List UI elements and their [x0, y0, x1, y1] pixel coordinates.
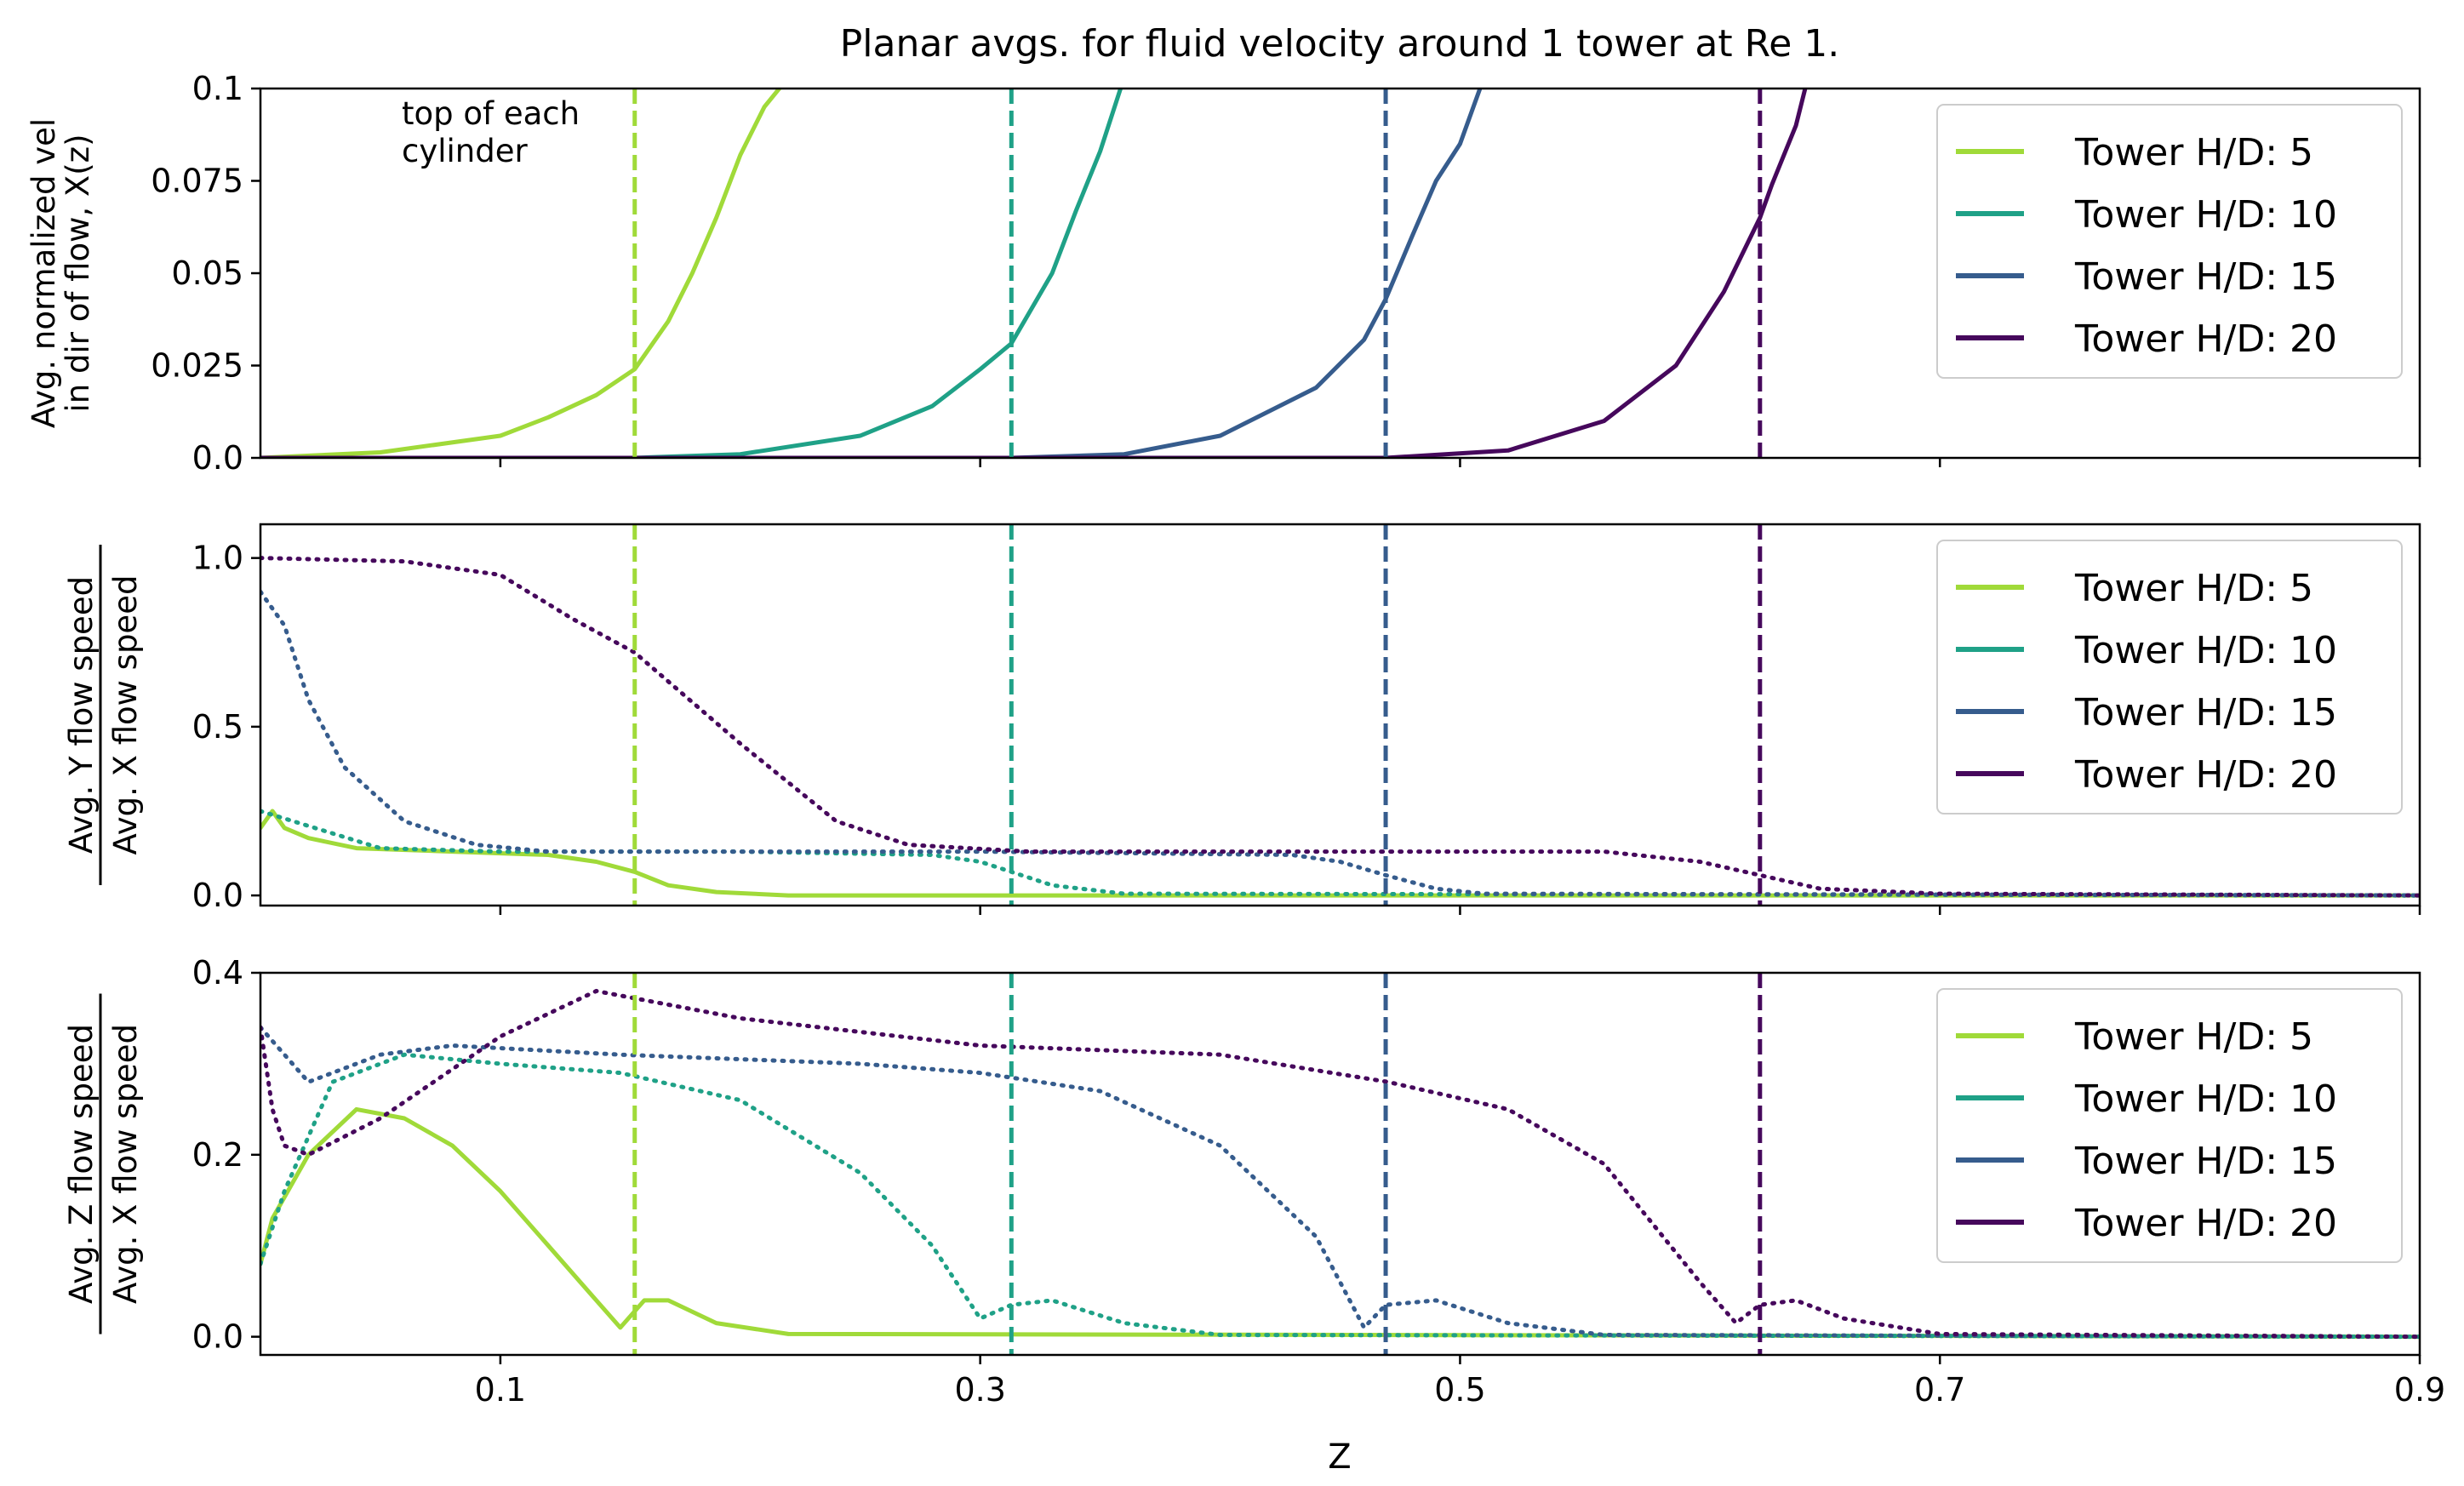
- legend-label: Tower H/D: 15: [2074, 1140, 2337, 1183]
- legend-box: [1936, 988, 2403, 1263]
- series-line-hd-20: [260, 556, 2420, 898]
- legend-label: Tower H/D: 10: [2074, 193, 2337, 237]
- legend-box: [1936, 104, 2403, 379]
- axes-frame: [259, 523, 2421, 907]
- y-tick-label: 0.075: [151, 163, 243, 200]
- y-tick-label: 0.05: [171, 254, 243, 292]
- legend-label: Tower H/D: 10: [2074, 629, 2337, 672]
- y-label-numerator: Avg. Z flow speed: [63, 1024, 100, 1304]
- annotation-top-of-cylinder: top of each cylinder: [402, 95, 580, 169]
- chart-title: Planar avgs. for fluid velocity around 1…: [840, 22, 1839, 66]
- y-tick-label: 0.5: [192, 708, 243, 746]
- y-tick-label: 0.1: [192, 70, 243, 107]
- series-line-hd-20: [260, 988, 2420, 1340]
- legend-label: Tower H/D: 5: [2074, 567, 2313, 610]
- series-line-hd-15: [260, 89, 1483, 458]
- series-line-hd-10: [260, 1052, 2420, 1340]
- series-line-hd-5: [260, 1106, 2420, 1340]
- legend-label: Tower H/D: 20: [2074, 317, 2337, 361]
- x-tick-label: 0.3: [954, 1371, 1005, 1409]
- panel-x-velocity: 0.0 0.025 0.05 0.075 0.1 Avg. normalized veli…: [26, 70, 2421, 477]
- y-tick-label: 0.4: [192, 954, 243, 992]
- y-tick-label: 0.2: [192, 1136, 243, 1174]
- y-tick-label: 1.0: [192, 540, 243, 577]
- x-tick-label: 0.1: [475, 1371, 526, 1409]
- legend-label: Tower H/D: 5: [2074, 1015, 2313, 1059]
- y-tick-label: 0.0: [192, 439, 243, 477]
- series-line-hd-5: [260, 89, 782, 458]
- panel-y-over-x-speed: 0.0 0.5 1.0 Avg. Y flow speed Avg. X flow sp…: [63, 523, 2421, 915]
- legend-box: [1936, 540, 2403, 814]
- legend-label: Tower H/D: 5: [2074, 131, 2313, 174]
- legend-label: Tower H/D: 15: [2074, 255, 2337, 299]
- x-tick-label: 0.9: [2394, 1371, 2445, 1409]
- y-label-numerator: Avg. Y flow speed: [63, 576, 100, 854]
- legend-label: Tower H/D: 10: [2074, 1077, 2337, 1121]
- y-axis-label: Avg. Y flow speed Avg. X flow speed: [63, 545, 144, 885]
- series-line-hd-20: [260, 89, 1808, 458]
- panel-z-over-x-speed: 0.1 0.3 0.5 0.7 0.9 0.0 0.2 0.4 Avg. Z flow spee…: [63, 954, 2445, 1409]
- y-axis-label: Avg. normalized velin dir of flow, X(z): [26, 118, 96, 428]
- axes-frame: [259, 971, 2421, 1357]
- y-label-denominator: Avg. X flow speed: [107, 575, 144, 855]
- series-line-hd-15: [260, 1025, 2420, 1340]
- x-tick-label: 0.7: [1914, 1371, 1965, 1409]
- series-line-hd-10: [260, 809, 2420, 898]
- plot-area: [260, 556, 2420, 898]
- legend-label: Tower H/D: 15: [2074, 691, 2337, 734]
- legend-label: Tower H/D: 20: [2074, 753, 2337, 797]
- y-axis-label: Avg. Z flow speed Avg. X flow speed: [63, 993, 144, 1335]
- series-line-hd-15: [260, 589, 2420, 898]
- y-label-denominator: Avg. X flow speed: [107, 1024, 144, 1304]
- y-tick-label: 0.0: [192, 1318, 243, 1356]
- plot-area: [260, 89, 1808, 458]
- legend-label: Tower H/D: 20: [2074, 1202, 2337, 1245]
- x-tick-label: 0.5: [1434, 1371, 1485, 1409]
- y-tick-label: 0.0: [192, 877, 243, 914]
- series-line-hd-10: [260, 89, 1123, 458]
- series-line-hd-5: [260, 809, 2420, 898]
- x-axis-label: Z: [1328, 1437, 1351, 1477]
- y-tick-label: 0.025: [151, 347, 243, 385]
- plot-area: [260, 988, 2420, 1340]
